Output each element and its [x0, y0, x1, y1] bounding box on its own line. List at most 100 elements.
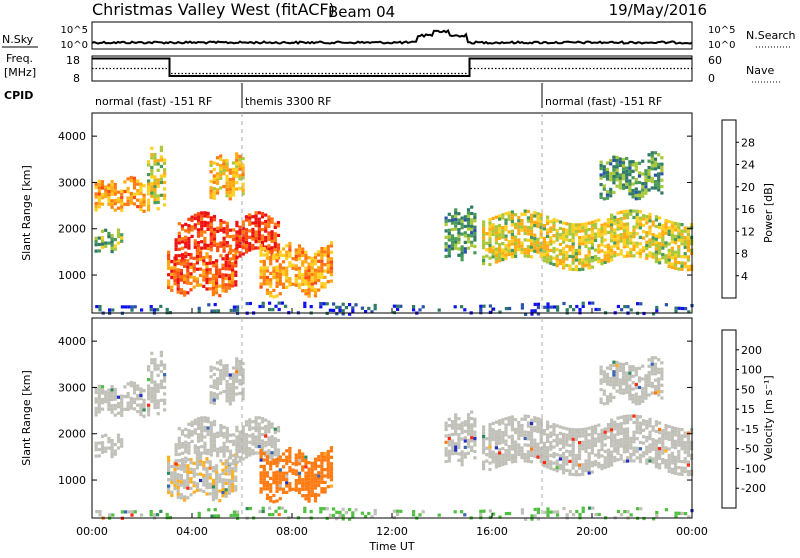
- power-cell: [658, 245, 662, 249]
- velocity-cell: [648, 456, 652, 460]
- velocity-cell: [494, 459, 498, 463]
- power-cell: [132, 202, 137, 206]
- power-cell: [174, 238, 178, 242]
- velocity-cell: [98, 513, 102, 517]
- power-cell: [628, 182, 632, 186]
- velocity-cell: [227, 478, 231, 482]
- power-cell: [546, 260, 550, 264]
- power-cell: [600, 262, 604, 266]
- velocity-cell: [635, 414, 639, 418]
- velocity-cell: [192, 471, 196, 475]
- power-cell: [504, 237, 508, 241]
- power-cell: [626, 225, 630, 229]
- velocity-cell: [150, 361, 154, 365]
- velocity-cell: [523, 414, 527, 418]
- power-cell: [176, 258, 180, 262]
- power-cell: [254, 233, 258, 237]
- velocity-cell: [581, 463, 585, 467]
- power-cell: [616, 227, 620, 231]
- velocity-cell: [206, 416, 210, 420]
- velocity-cell: [277, 506, 281, 510]
- power-cell: [594, 238, 598, 243]
- power-cell: [616, 224, 620, 228]
- power-cell: [156, 162, 160, 166]
- power-cell: [491, 216, 495, 220]
- velocity-cell: [329, 446, 334, 450]
- power-cell: [97, 236, 101, 240]
- power-cell: [238, 254, 242, 258]
- velocity-cell: [466, 426, 471, 430]
- velocity-cell: [460, 431, 464, 435]
- velocity-cell: [219, 427, 223, 431]
- power-cell: [260, 228, 265, 232]
- velocity-cell: [222, 432, 226, 436]
- velocity-cell: [304, 471, 308, 475]
- power-cell: [606, 224, 610, 228]
- power-cell: [581, 229, 585, 233]
- power-cell: [501, 226, 505, 230]
- power-cell: [581, 222, 585, 227]
- power-cell: [235, 240, 239, 244]
- velocity-cell: [202, 480, 206, 484]
- power-cell: [552, 246, 556, 251]
- velocity-cell: [526, 414, 530, 419]
- power-cell: [228, 247, 233, 251]
- power-cell: [628, 192, 632, 196]
- velocity-cell: [235, 461, 239, 465]
- power-cell: [638, 255, 642, 259]
- power-cell: [546, 228, 550, 232]
- power-cell: [568, 222, 572, 226]
- velocity-cell: [530, 428, 534, 432]
- velocity-cell: [285, 478, 289, 482]
- velocity-cell: [600, 438, 604, 442]
- velocity-cell: [574, 434, 578, 438]
- velocity-cell: [653, 369, 658, 373]
- velocity-cell: [329, 465, 334, 469]
- velocity-cell: [132, 384, 137, 389]
- velocity-cell: [206, 420, 210, 424]
- power-cell: [555, 257, 559, 261]
- power-cell: [647, 166, 651, 170]
- velocity-cell: [686, 441, 690, 445]
- power-cell: [501, 216, 505, 220]
- power-cell: [231, 281, 235, 285]
- power-cell: [536, 212, 540, 216]
- velocity-cell: [485, 453, 489, 457]
- velocity-cell: [303, 509, 307, 514]
- power-cell: [326, 267, 330, 271]
- power-cell: [150, 175, 154, 179]
- power-cell: [463, 218, 467, 222]
- velocity-cell: [504, 452, 508, 456]
- velocity-cell: [126, 395, 130, 399]
- power-cell: [248, 235, 252, 239]
- power-cell: [176, 268, 180, 272]
- velocity-cell: [526, 421, 530, 425]
- power-cell: [670, 256, 674, 260]
- power-cell: [613, 241, 617, 245]
- velocity-cell: [565, 459, 569, 463]
- power-cell: [647, 169, 651, 173]
- velocity-cell: [215, 393, 220, 397]
- velocity-cell: [629, 456, 633, 460]
- velocity-cell: [571, 444, 575, 448]
- velocity-cell: [637, 376, 642, 380]
- power-cell: [657, 172, 661, 176]
- velocity-cell: [638, 447, 642, 451]
- power-cell: [594, 248, 598, 252]
- power-cell: [209, 235, 213, 239]
- velocity-cell: [231, 470, 235, 474]
- velocity-cell: [269, 489, 273, 493]
- power-cell: [107, 202, 111, 206]
- power-cell: [648, 216, 652, 220]
- velocity-cell: [211, 485, 215, 489]
- velocity-cell: [667, 466, 671, 470]
- velocity-cell: [648, 433, 652, 437]
- velocity-cell: [641, 396, 645, 400]
- power-cell: [523, 209, 527, 213]
- power-cell: [594, 254, 598, 259]
- power-cell: [631, 192, 635, 196]
- power-cell: [116, 200, 121, 204]
- velocity-cell: [578, 463, 582, 467]
- velocity-cell: [647, 383, 651, 387]
- velocity-cell: [674, 446, 678, 450]
